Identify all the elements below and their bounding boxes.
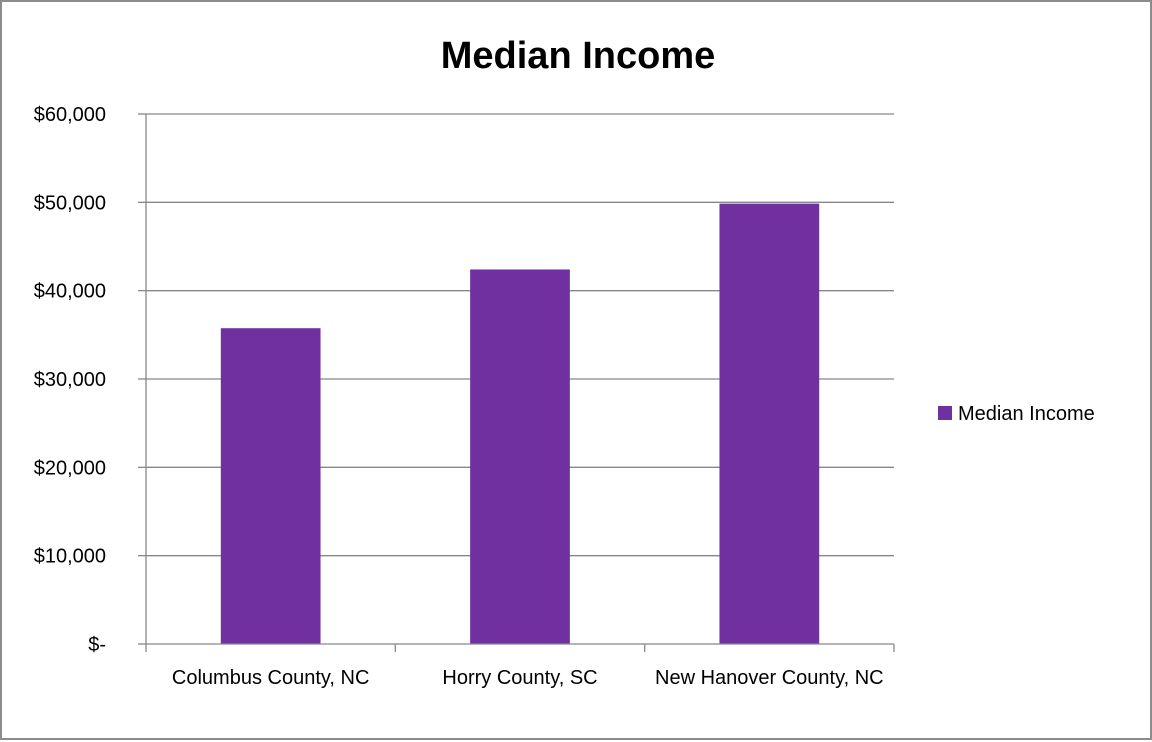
bar — [470, 269, 570, 644]
x-axis — [145, 114, 895, 652]
y-tick-label: $50,000 — [34, 192, 106, 214]
x-tick-label: New Hanover County, NC — [655, 667, 884, 689]
y-tick-label: $40,000 — [34, 281, 106, 303]
y-tick-label: $60,000 — [34, 104, 106, 126]
bar — [220, 328, 321, 644]
legend: Median Income — [938, 403, 1095, 425]
x-tick-label: Horry County, SC — [442, 667, 597, 689]
y-tick-label: $10,000 — [34, 546, 106, 568]
legend-label: Median Income — [958, 403, 1095, 425]
chart-title: Median Income — [441, 35, 716, 77]
bar — [719, 203, 820, 645]
bars — [220, 203, 820, 645]
y-tick-label: $30,000 — [34, 369, 106, 391]
x-tick-label: Columbus County, NC — [172, 667, 369, 689]
x-axis-labels: Columbus County, NC Horry County, SC New H… — [172, 667, 884, 689]
y-axis-ticks: $- $10,000 $20,000 $30,000 $40,000 $50,000 $60… — [34, 104, 146, 656]
y-tick-label: $- — [88, 634, 106, 656]
y-tick-label: $20,000 — [34, 457, 106, 479]
legend-swatch — [938, 406, 952, 420]
